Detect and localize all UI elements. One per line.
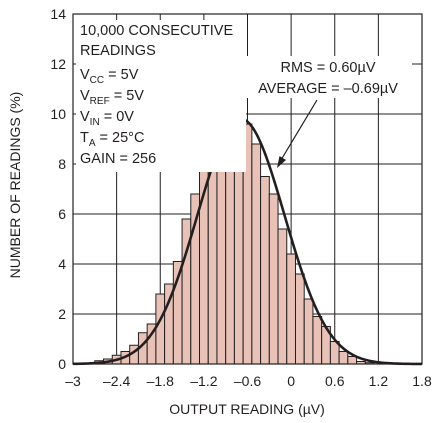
conditions-line-1: 10,000 CONSECUTIVE xyxy=(80,23,233,39)
x-tick-label: 1.2 xyxy=(369,373,389,389)
x-tick-label: –3 xyxy=(65,373,81,389)
x-tick-label: 0 xyxy=(287,373,295,389)
histogram-bars xyxy=(94,121,375,365)
y-tick-labels: 0 2 4 6 8 10 12 14 xyxy=(50,6,66,372)
vin-label: VIN = 0V xyxy=(80,109,134,128)
average-label: AVERAGE = –0.69µV xyxy=(258,81,398,97)
y-tick-label: 12 xyxy=(50,56,66,72)
y-tick-label: 6 xyxy=(58,206,66,222)
annotation-arrow-head xyxy=(277,156,286,168)
y-axis-title: NUMBER OF READINGS (%) xyxy=(7,92,23,279)
conditions-line-2: READINGS xyxy=(80,43,156,59)
x-tick-label: –2.4 xyxy=(103,373,130,389)
x-tick-label: 1.8 xyxy=(412,373,432,389)
histogram-bar xyxy=(294,273,305,365)
histogram-bar xyxy=(207,158,218,365)
stats-box-background xyxy=(246,56,412,98)
histogram-bar xyxy=(251,143,262,365)
plot-frame xyxy=(72,13,423,365)
histogram-bar xyxy=(286,253,296,365)
gaussian-fit-curve xyxy=(72,117,423,366)
histogram-bar xyxy=(268,193,279,365)
histogram-bar xyxy=(260,176,270,365)
x-tick-label: –1.8 xyxy=(147,373,174,389)
y-tick-label: 2 xyxy=(58,306,66,322)
conditions-annotation: 10,000 CONSECUTIVE READINGS VCC = 5V VRE… xyxy=(80,23,233,167)
gain-label: GAIN = 256 xyxy=(80,151,156,167)
y-tick-label: 0 xyxy=(58,356,66,372)
rms-label: RMS = 0.60µV xyxy=(281,60,376,76)
vref-label: VREF = 5V xyxy=(80,88,144,107)
y-tick-label: 4 xyxy=(58,256,66,272)
histogram-bar xyxy=(338,351,349,365)
y-tick-label: 8 xyxy=(58,156,66,172)
histogram-bar xyxy=(277,228,288,365)
x-tick-label: 0.6 xyxy=(325,373,345,389)
y-tick-label: 10 xyxy=(50,106,66,122)
annotation-arrow-line xyxy=(280,99,318,161)
histogram-bar xyxy=(312,316,323,365)
histogram-bar xyxy=(155,293,166,365)
x-tick-labels: –3 –2.4 –1.8 –1.2 –0.6 0 0.6 1.2 1.8 xyxy=(65,373,432,389)
x-axis-title: OUTPUT READING (µV) xyxy=(169,401,325,417)
y-tick-label: 14 xyxy=(50,6,66,22)
x-tick-label: –0.6 xyxy=(234,373,261,389)
conditions-box-background xyxy=(76,20,246,172)
ta-label: TA = 25°C xyxy=(80,130,144,149)
x-tick-label: –1.2 xyxy=(190,373,217,389)
histogram-bar xyxy=(303,298,314,365)
histogram-bar xyxy=(347,356,358,365)
vcc-label: VCC = 5V xyxy=(80,67,139,86)
